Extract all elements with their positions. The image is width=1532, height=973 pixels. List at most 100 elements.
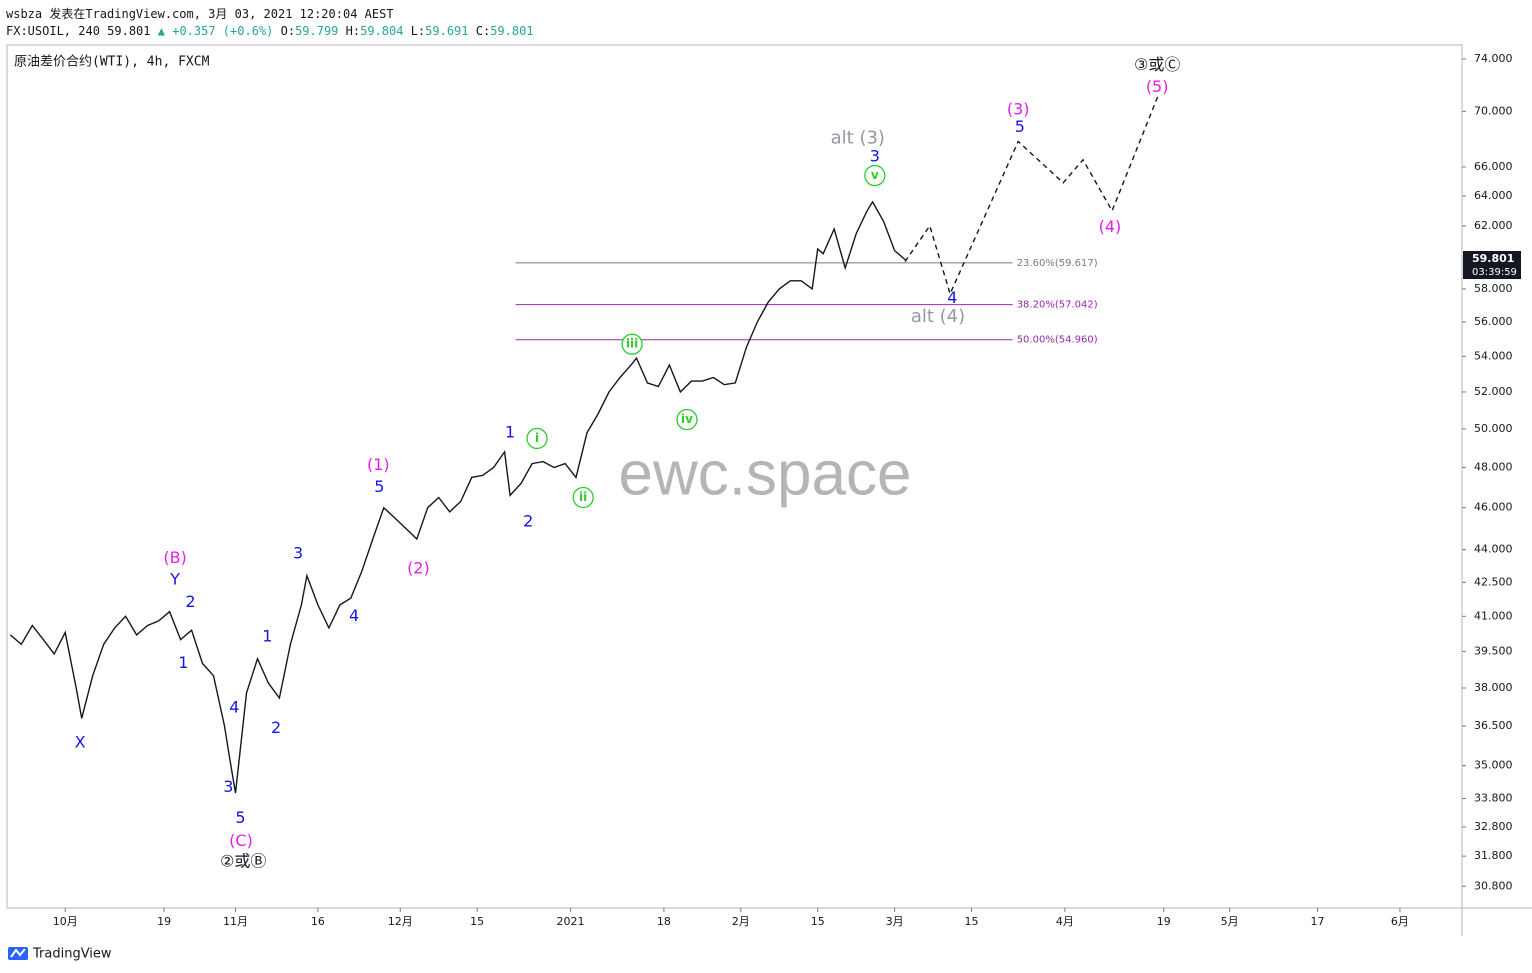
last: 59.801 <box>107 24 151 38</box>
x-tick-label: 15 <box>470 915 484 928</box>
wave-circle <box>864 164 886 187</box>
y-tick-label: 66.000 <box>1474 160 1513 173</box>
x-tick-label: 19 <box>1157 915 1171 928</box>
wave-label: 4 <box>349 606 359 625</box>
y-tick-label: 39.500 <box>1474 644 1513 657</box>
footer-text: TradingView <box>32 947 112 962</box>
y-tick-label: 44.000 <box>1474 543 1513 556</box>
ohlc-value: 59.691 <box>425 24 469 38</box>
ohlc-key: O: <box>280 24 296 38</box>
y-tick-label: 52.000 <box>1474 385 1513 398</box>
fib-label: 50.00%(54.960) <box>1017 335 1098 346</box>
x-tick-label: 11月 <box>223 915 248 928</box>
publish-line: wsbza 发表在TradingView.com, 3月 03, 2021 12… <box>6 7 394 21</box>
header: wsbza 发表在TradingView.com, 3月 03, 2021 12… <box>6 6 534 40</box>
wave-circle <box>572 486 594 509</box>
x-tick-label: 17 <box>1311 915 1325 928</box>
wave-label: 3 <box>293 543 303 562</box>
wave-label: 1 <box>505 422 515 441</box>
ohlc-value: 59.804 <box>360 24 404 38</box>
x-tick-label: 4月 <box>1056 915 1074 928</box>
y-tick-label: 35.000 <box>1474 759 1513 772</box>
x-tick-label: 16 <box>311 915 325 928</box>
wave-label: X <box>75 732 86 751</box>
instrument: 原油差价合约(WTI), 4h, FXCM <box>14 55 210 70</box>
wave-label: (3) <box>1007 100 1030 119</box>
y-tick-label: 64.000 <box>1474 189 1513 202</box>
wave-label: ii <box>579 490 587 504</box>
wave-label: (2) <box>407 559 430 578</box>
wave-label: (B) <box>163 548 186 567</box>
wave-circle <box>621 333 643 355</box>
y-tick-label: 32.800 <box>1474 820 1513 833</box>
y-tick-label: 36.500 <box>1474 719 1513 732</box>
ohlc-value: 59.801 <box>490 24 534 38</box>
price-tag <box>1463 251 1521 280</box>
y-tick-label: 31.800 <box>1474 849 1513 862</box>
ohlc-key: C: <box>475 24 491 38</box>
x-tick-label: 2月 <box>732 915 750 928</box>
wave-label: 2 <box>523 512 533 531</box>
ohlc: O:59.799 H:59.804 L:59.691 C:59.801 <box>281 24 534 38</box>
wave-label: 1 <box>262 627 272 646</box>
watermark: ewc.space <box>619 439 912 508</box>
y-tick-label: 46.000 <box>1474 501 1513 514</box>
y-tick-label: 50.000 <box>1474 422 1513 435</box>
wave-label: 1 <box>178 653 188 672</box>
y-tick-label: 42.500 <box>1474 575 1513 588</box>
wave-label: ③或Ⓒ <box>1134 55 1180 74</box>
ohlc-key: L: <box>410 24 426 38</box>
wave-label: 3 <box>870 146 880 165</box>
x-tick-label: 6月 <box>1391 915 1409 928</box>
wave-label: ②或Ⓑ <box>220 852 266 871</box>
x-tick-label: 5月 <box>1221 915 1239 928</box>
y-tick-label: 38.000 <box>1474 681 1513 694</box>
change: +0.357 (+0.6%) <box>172 24 274 38</box>
wave-label: iv <box>681 412 693 426</box>
change-arrow: ▲ <box>157 24 165 38</box>
wave-label: iii <box>626 337 638 351</box>
wave-label: 5 <box>374 477 384 496</box>
y-tick-label: 70.000 <box>1474 104 1513 117</box>
projection-path <box>904 96 1159 296</box>
wave-label: (5) <box>1146 77 1169 96</box>
fib-label: 38.20%(57.042) <box>1017 300 1098 311</box>
quote-line: FX:USOIL, 240 59.801 ▲ +0.357 (+0.6%) O:… <box>6 23 534 40</box>
ohlc-value: 59.799 <box>295 24 339 38</box>
y-tick-label: 33.800 <box>1474 792 1513 805</box>
ohlc-key: H: <box>345 24 361 38</box>
y-tick-label: 62.000 <box>1474 219 1513 232</box>
x-tick-label: 10月 <box>53 915 78 928</box>
price-tag-countdown: 03:39:59 <box>1472 267 1517 278</box>
x-tick-label: 3月 <box>886 915 904 928</box>
wave-label: (4) <box>1099 217 1122 236</box>
x-tick-label: 12月 <box>388 915 413 928</box>
wave-label: v <box>871 168 879 182</box>
x-tick-label: 15 <box>811 915 825 928</box>
wave-label: 2 <box>271 718 281 737</box>
x-tick-label: 2021 <box>557 915 585 928</box>
wave-label: 4 <box>229 698 239 717</box>
wave-label: (1) <box>367 455 390 474</box>
y-tick-label: 30.800 <box>1474 879 1513 892</box>
wave-circle <box>526 427 548 450</box>
wave-label: 3 <box>223 777 233 796</box>
wave-label: 4 <box>947 288 957 307</box>
price-line <box>9 200 907 794</box>
wave-label: 2 <box>185 592 195 611</box>
wave-label: alt (4) <box>911 306 965 327</box>
wave-label: (C) <box>229 831 253 850</box>
wave-label: 5 <box>235 808 245 827</box>
footer-logo <box>8 947 28 960</box>
price-tag-value: 59.801 <box>1472 252 1514 265</box>
y-tick-label: 58.000 <box>1474 282 1513 295</box>
x-tick-label: 15 <box>965 915 979 928</box>
wave-label: 5 <box>1015 117 1025 136</box>
y-tick-label: 41.000 <box>1474 609 1513 622</box>
x-tick-label: 19 <box>157 915 171 928</box>
y-tick-label: 56.000 <box>1474 315 1513 328</box>
wave-label: alt (3) <box>831 128 885 149</box>
symbol: FX:USOIL, 240 <box>6 24 100 38</box>
y-tick-label: 48.000 <box>1474 461 1513 474</box>
